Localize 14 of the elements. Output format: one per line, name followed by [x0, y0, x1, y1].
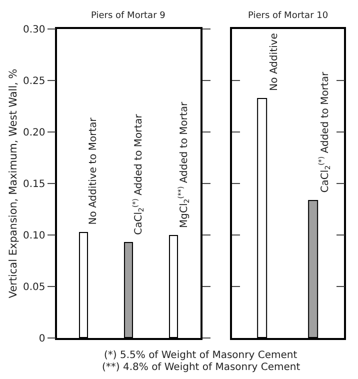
chart-title: Piers of Mortar 9 [91, 11, 166, 21]
x-tick-label: No Additive [268, 33, 280, 91]
y-tick-label: 0.15 [22, 179, 46, 190]
y-tick-label: 0.20 [22, 128, 46, 138]
y-axis-title: Vertical Expansion, Maximum, West Wall, % [7, 68, 20, 298]
chart-title: Piers of Mortar 10 [248, 11, 328, 21]
y-tick-label: 0 [38, 334, 46, 344]
x-tick-label: No Additive to Mortar [88, 116, 99, 225]
y-tick-label: 0.30 [22, 24, 46, 36]
y-tick-label: 0.05 [22, 282, 46, 293]
text: (*) 5.5% of Weight of Masonry Cement [104, 350, 298, 361]
y-tick-label: 0.10 [22, 230, 46, 242]
text: (**) 4.8% of Weight of Masonry Cement [102, 362, 300, 373]
y-tick-label: 0.25 [22, 76, 46, 87]
